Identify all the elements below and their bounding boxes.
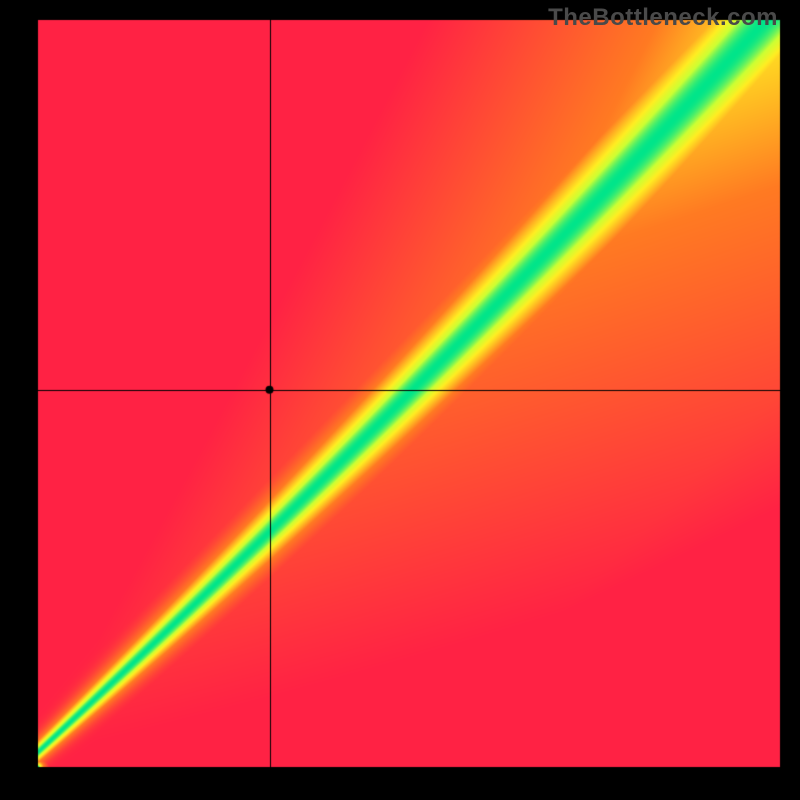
watermark-text: TheBottleneck.com <box>548 4 778 32</box>
bottleneck-heatmap <box>0 0 800 800</box>
chart-container: TheBottleneck.com <box>0 0 800 800</box>
